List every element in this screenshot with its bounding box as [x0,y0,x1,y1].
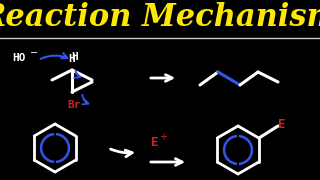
Text: HO: HO [12,53,26,63]
Text: −: − [30,48,38,58]
Text: E: E [278,118,286,130]
Text: Reaction Mechanism: Reaction Mechanism [0,3,320,33]
Text: H: H [68,54,76,64]
Text: Br: Br [67,100,81,110]
Text: +: + [159,132,167,142]
Text: H: H [72,52,78,62]
Text: E: E [151,136,159,150]
